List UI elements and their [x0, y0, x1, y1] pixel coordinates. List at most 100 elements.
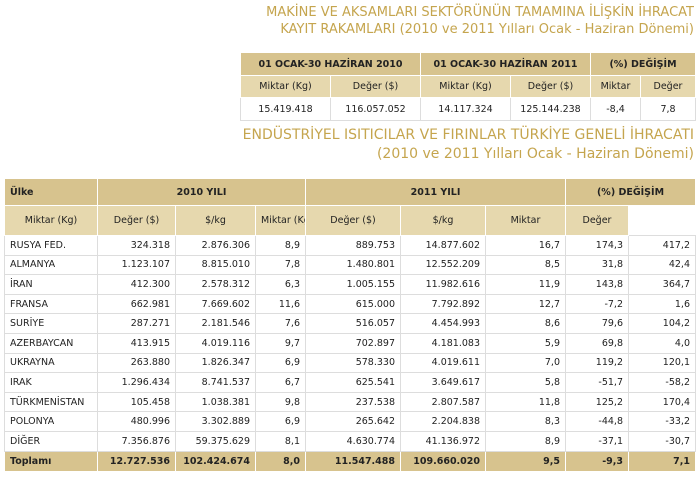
table-cell: 7,6 [255, 313, 306, 334]
table-cell: 125,2 [565, 391, 629, 413]
table-cell: 5,8 [485, 372, 566, 393]
total-cell: 102.424.674 [175, 450, 256, 472]
country-name: IRAK [4, 372, 98, 393]
table-cell: 263.880 [97, 352, 176, 374]
table-cell: 170,4 [628, 391, 696, 413]
table-cell: 4.630.774 [305, 430, 401, 452]
table-cell: 2.578.312 [175, 274, 256, 295]
table-cell: 59.375.629 [175, 430, 256, 452]
table-cell: 9,7 [255, 332, 306, 354]
country-name: RUSYA FED. [4, 235, 98, 256]
country-name: AZERBAYCAN [4, 332, 98, 354]
table-cell: 8,6 [485, 313, 566, 334]
table-cell: 516.057 [305, 313, 401, 334]
column-header: $/kg [175, 205, 256, 236]
table-cell: 11,8 [485, 391, 566, 413]
table-cell: 615.000 [305, 293, 401, 315]
country-name: SURİYE [4, 313, 98, 334]
table-cell: 413.915 [97, 332, 176, 354]
table-cell: 79,6 [565, 313, 629, 334]
small-table: 01 OCAK-30 HAZİRAN 2010 01 OCAK-30 HAZİR… [240, 52, 696, 121]
table-cell: 116.057.052 [330, 97, 421, 121]
table-cell: 6,3 [255, 274, 306, 295]
table-cell: 120,1 [628, 352, 696, 374]
table-cell: 7.356.876 [97, 430, 176, 452]
table-cell: 1.296.434 [97, 372, 176, 393]
country-header: Ülke [4, 178, 98, 206]
title-line: MAKİNE VE AKSAMLARI SEKTÖRÜNÜN TAMAMINA … [266, 5, 694, 20]
title-line: (2010 ve 2011 Yılları Ocak - Haziran Dön… [376, 146, 694, 162]
column-header: Miktar [590, 75, 641, 98]
table-cell: 8,3 [485, 411, 566, 432]
table-cell: 889.753 [305, 235, 401, 256]
table-cell: 4.019.611 [400, 352, 486, 374]
column-header: Değer [640, 75, 696, 98]
table-row: DİĞER 7.356.876 59.375.629 8,1 4.630.774 41.1… [4, 430, 696, 452]
table-cell: 9,8 [255, 391, 306, 413]
group-header: (%) DEĞİŞİM [565, 178, 696, 206]
table-row: Toplamı 12.727.536 102.424.674 8,0 11.547.48… [4, 450, 696, 472]
table-cell: 8,1 [255, 430, 306, 452]
total-cell: -9,3 [565, 450, 629, 472]
column-header: Miktar [485, 205, 566, 236]
country-name: DİĞER [4, 430, 98, 452]
table-cell: 6,7 [255, 372, 306, 393]
table-row: FRANSA 662.981 7.669.602 11,6 615.000 7.792.8… [4, 293, 696, 315]
table-cell: 11,9 [485, 274, 566, 295]
table-cell: 8.741.537 [175, 372, 256, 393]
column-header: Değer [565, 205, 629, 236]
main-table: Ülke 2010 YILI 2011 YILI (%) DEĞİŞİM Mik… [4, 178, 696, 472]
table-cell: 1.826.347 [175, 352, 256, 374]
table-cell: 7.669.602 [175, 293, 256, 315]
column-header: Miktar (Kg) [420, 75, 511, 98]
table-row: İRAN 412.300 2.578.312 6,3 1.005.155 11.982.6… [4, 274, 696, 295]
total-cell: 109.660.020 [400, 450, 486, 472]
table-cell: 1.038.381 [175, 391, 256, 413]
group-header: (%) DEĞİŞİM [590, 52, 696, 76]
table-row: Miktar (Kg) Değer ($) Miktar (Kg) Değer ($)… [240, 75, 696, 98]
table-cell: 3.302.889 [175, 411, 256, 432]
table-cell: 41.136.972 [400, 430, 486, 452]
table-cell: 2.204.838 [400, 411, 486, 432]
table-cell: 265.642 [305, 411, 401, 432]
table-cell: 42,4 [628, 254, 696, 276]
table-cell: 6,9 [255, 411, 306, 432]
table-cell: 5,9 [485, 332, 566, 354]
country-name: FRANSA [4, 293, 98, 315]
column-header: Değer ($) [305, 205, 401, 236]
table-cell: 2.807.587 [400, 391, 486, 413]
table-row: 15.419.418 116.057.052 14.117.324 125.144.2… [240, 97, 696, 121]
table-cell: 31,8 [565, 254, 629, 276]
table-cell: 662.981 [97, 293, 176, 315]
table-cell: 2.876.306 [175, 235, 256, 256]
table-cell: 105.458 [97, 391, 176, 413]
table-row: AZERBAYCAN 413.915 4.019.116 9,7 702.897 4.18… [4, 332, 696, 354]
column-header: Miktar (Kg) [255, 205, 306, 236]
table-cell: -7,2 [565, 293, 629, 315]
table-cell: 119,2 [565, 352, 629, 374]
country-name: İRAN [4, 274, 98, 295]
group-header: 01 OCAK-30 HAZİRAN 2011 [420, 52, 591, 76]
group-header: 01 OCAK-30 HAZİRAN 2010 [240, 52, 421, 76]
table-cell: 702.897 [305, 332, 401, 354]
main-title: ENDÜSTRİYEL ISITICILAR VE FIRINLAR TÜRKİ… [243, 126, 694, 164]
table-cell: 14.877.602 [400, 235, 486, 256]
table-cell: -44,8 [565, 411, 629, 432]
country-name: POLONYA [4, 411, 98, 432]
column-header: Değer ($) [330, 75, 421, 98]
group-header: 2011 YILI [305, 178, 566, 206]
table-cell: 4.181.083 [400, 332, 486, 354]
column-header: Değer ($) [97, 205, 176, 236]
title-line: KAYIT RAKAMLARI (2010 ve 2011 Yılları Oc… [280, 22, 694, 37]
table-cell: 7.792.892 [400, 293, 486, 315]
table-cell: -33,2 [628, 411, 696, 432]
table-cell: 12,7 [485, 293, 566, 315]
country-name: UKRAYNA [4, 352, 98, 374]
table-row: SURİYE 287.271 2.181.546 7,6 516.057 4.454.99… [4, 313, 696, 334]
table-cell: 8.815.010 [175, 254, 256, 276]
table-cell: -8,4 [590, 97, 641, 121]
column-header: $/kg [400, 205, 486, 236]
column-header: Miktar (Kg) [240, 75, 331, 98]
table-cell: 143,8 [565, 274, 629, 295]
total-label: Toplamı [4, 450, 98, 472]
